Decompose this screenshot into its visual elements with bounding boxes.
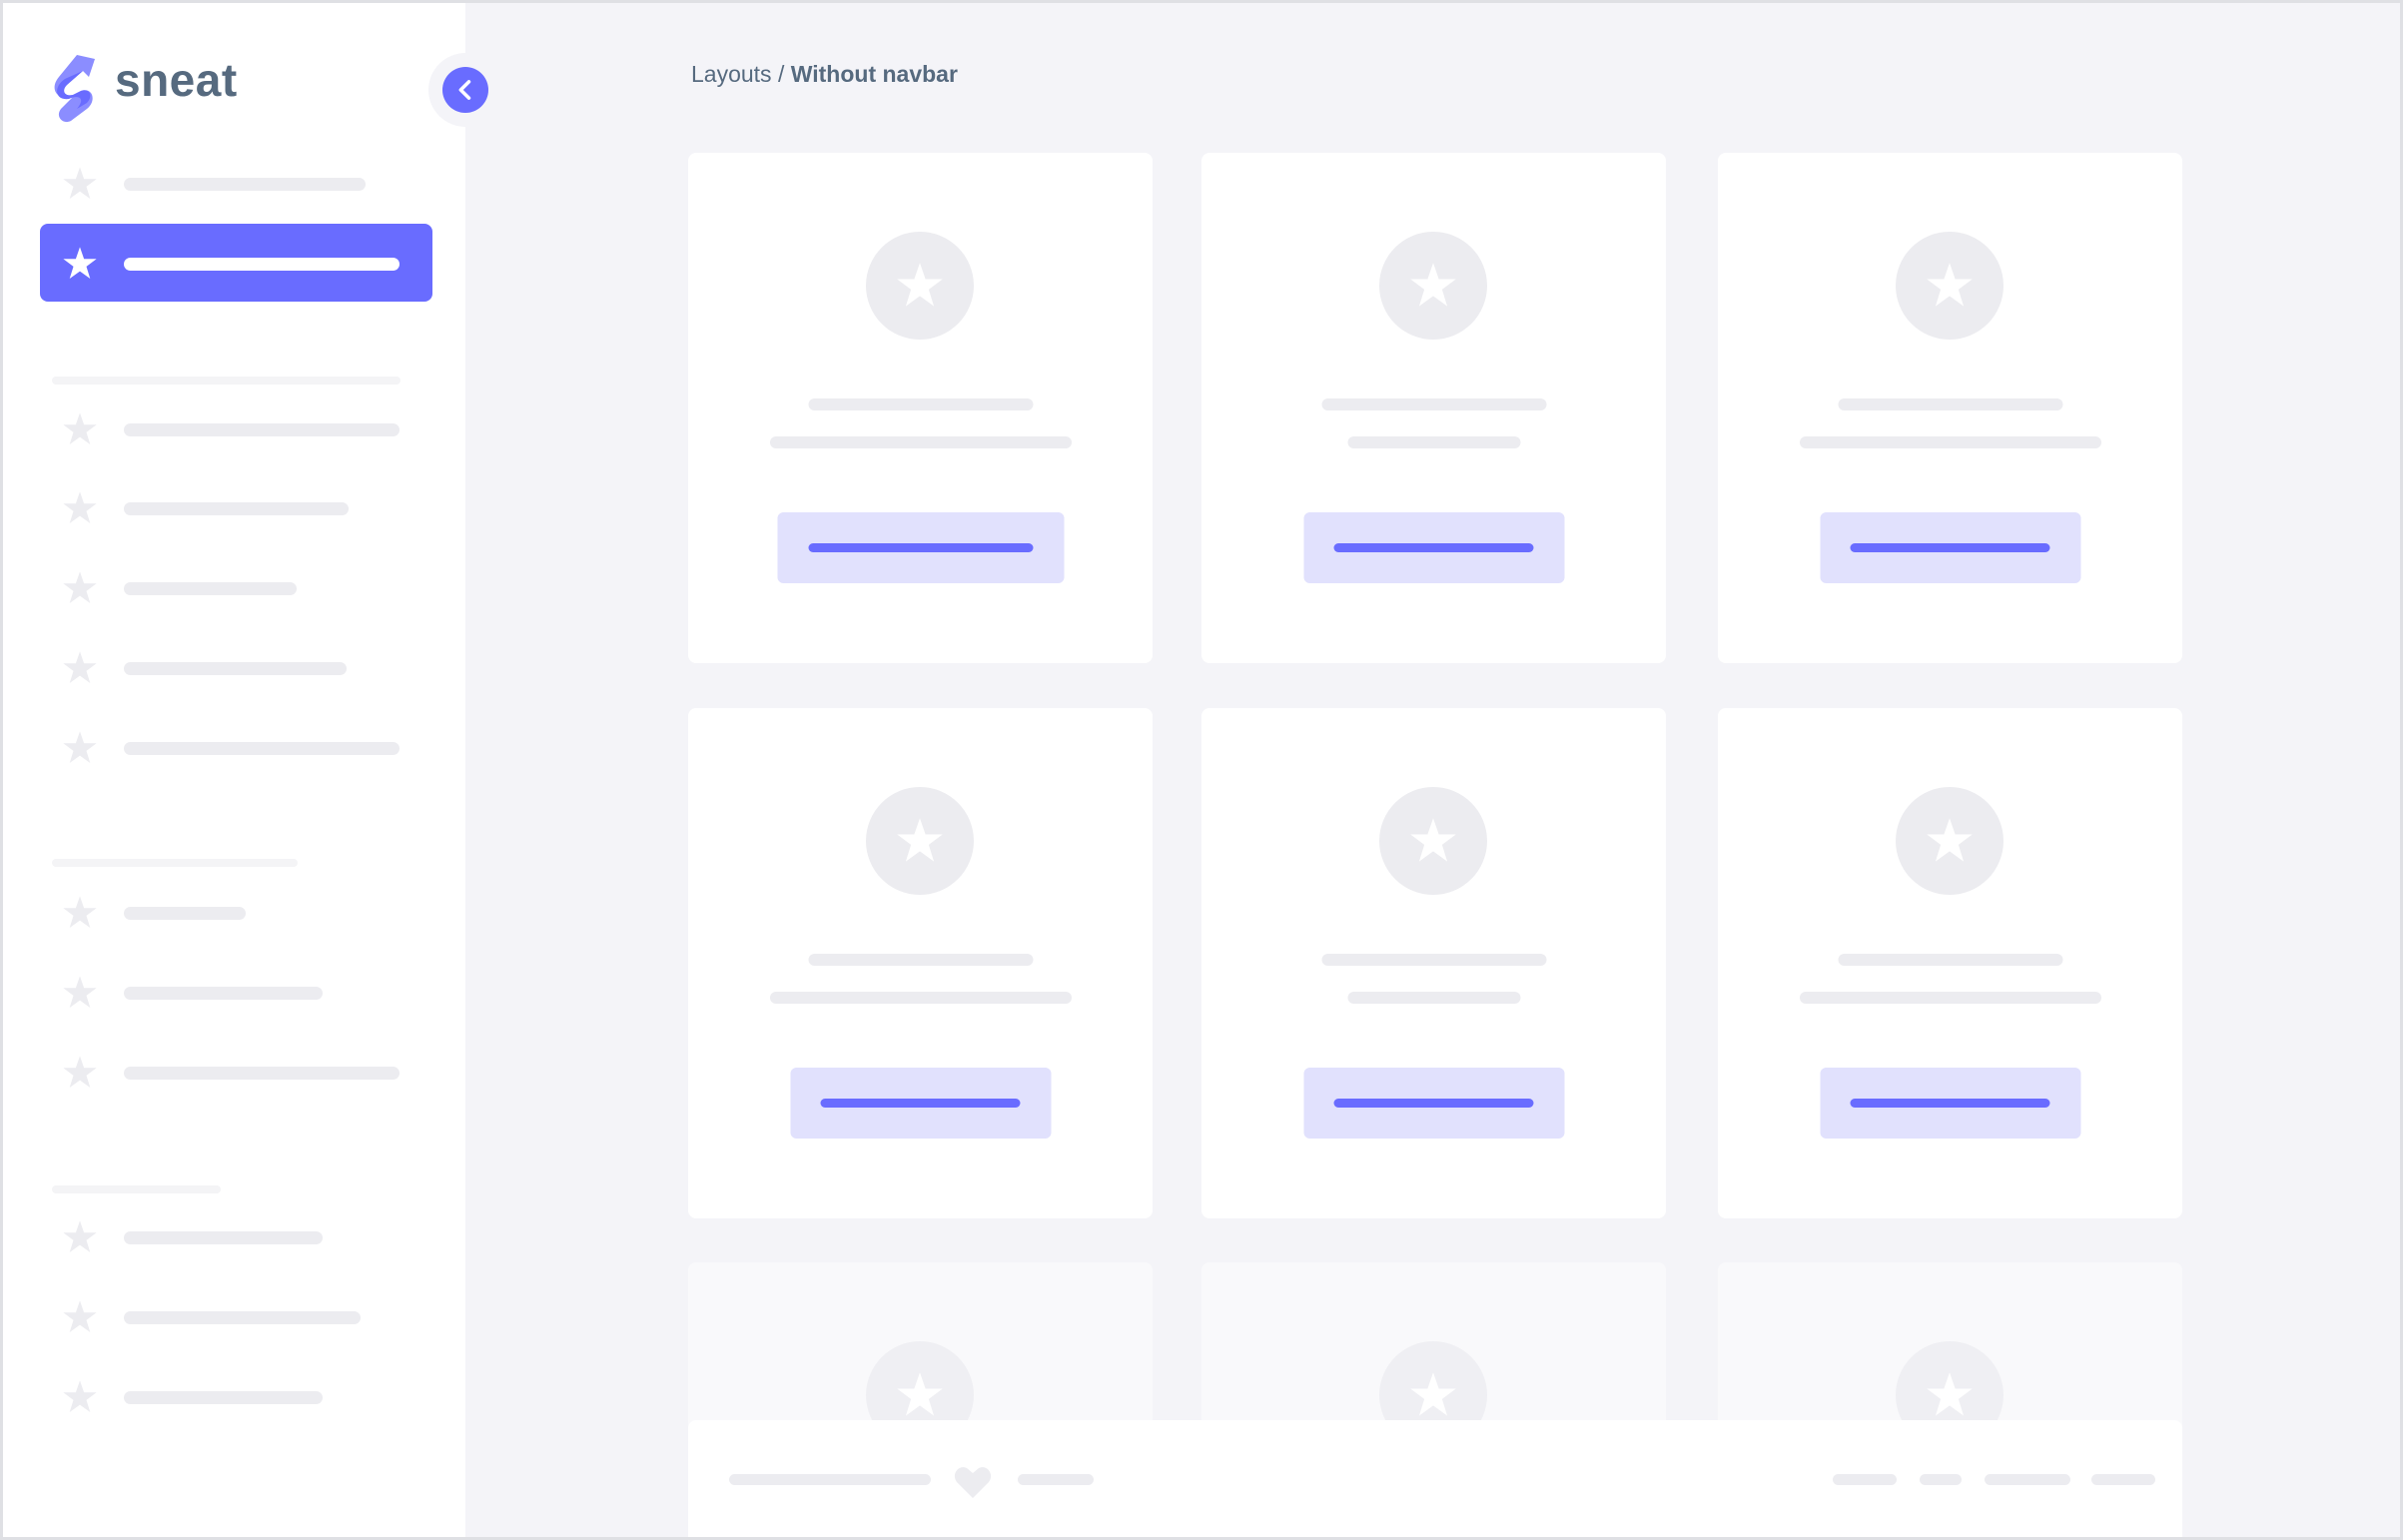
breadcrumb: Layouts / Without navbar <box>691 61 958 88</box>
placeholder-card <box>1202 708 1666 1218</box>
sidebar-item-label-placeholder <box>124 502 349 515</box>
sidebar-section-divider <box>52 377 400 385</box>
footer-link[interactable] <box>2091 1474 2155 1485</box>
card-action-button[interactable] <box>790 1068 1051 1139</box>
breadcrumb-current: Without navbar <box>790 61 958 87</box>
star-icon <box>61 165 99 203</box>
title-placeholder <box>1321 398 1546 410</box>
sidebar-item-label-placeholder <box>124 1311 361 1324</box>
button-label-placeholder <box>820 1099 1021 1108</box>
sidebar-item-label-placeholder <box>124 1067 400 1080</box>
placeholder-card <box>688 708 1153 1218</box>
avatar-placeholder <box>866 232 974 340</box>
star-icon <box>61 1218 99 1256</box>
title-placeholder <box>808 954 1033 966</box>
star-icon <box>1407 815 1459 867</box>
star-icon <box>1924 1369 1976 1421</box>
logo-text: sneat <box>115 54 238 106</box>
placeholder-card <box>1718 708 2182 1218</box>
star-icon <box>61 1054 99 1092</box>
footer <box>688 1420 2182 1537</box>
avatar-placeholder <box>1379 787 1487 895</box>
star-icon <box>61 1378 99 1416</box>
subtitle-placeholder <box>1347 436 1520 448</box>
star-icon <box>61 245 99 283</box>
breadcrumb-parent[interactable]: Layouts <box>691 61 772 87</box>
breadcrumb-separator: / <box>771 61 791 87</box>
sidebar-item-label-placeholder <box>124 423 400 436</box>
sidebar-item-label-placeholder <box>124 258 400 271</box>
card-action-button[interactable] <box>1820 1068 2080 1139</box>
sidebar-toggle-button[interactable] <box>442 67 488 113</box>
footer-link[interactable] <box>1920 1474 1962 1485</box>
star-icon <box>894 260 946 312</box>
button-label-placeholder <box>1850 543 2050 552</box>
title-placeholder <box>1838 398 2062 410</box>
avatar-placeholder <box>1379 232 1487 340</box>
star-icon <box>61 649 99 687</box>
title-placeholder <box>1838 954 2062 966</box>
star-icon <box>61 1298 99 1336</box>
star-icon <box>61 974 99 1012</box>
card-action-button[interactable] <box>1820 512 2080 583</box>
sidebar-item-label-placeholder <box>124 742 400 755</box>
star-icon <box>894 1369 946 1421</box>
avatar-placeholder <box>1896 787 2003 895</box>
star-icon <box>1924 815 1976 867</box>
star-icon <box>61 729 99 767</box>
star-icon <box>1407 1369 1459 1421</box>
star-icon <box>61 569 99 607</box>
avatar-placeholder <box>866 787 974 895</box>
sidebar-item-label-placeholder <box>124 987 323 1000</box>
star-icon <box>894 815 946 867</box>
sidebar-item-label-placeholder <box>124 1231 323 1244</box>
sidebar-section-divider <box>52 859 298 867</box>
star-icon <box>1407 260 1459 312</box>
placeholder-card <box>688 153 1153 663</box>
subtitle-placeholder <box>769 992 1072 1004</box>
sidebar-item-label-placeholder <box>124 582 297 595</box>
placeholder-card <box>1718 153 2182 663</box>
button-label-placeholder <box>1850 1099 2050 1108</box>
title-placeholder <box>1321 954 1546 966</box>
card-action-button[interactable] <box>1303 512 1564 583</box>
chevron-left-icon <box>458 80 471 100</box>
footer-text-placeholder <box>729 1474 931 1485</box>
footer-link[interactable] <box>1018 1474 1094 1485</box>
star-icon <box>61 410 99 448</box>
subtitle-placeholder <box>1799 436 2101 448</box>
card-action-button[interactable] <box>777 512 1064 583</box>
sidebar: sneat <box>3 3 465 1537</box>
sidebar-item-label-placeholder <box>124 907 246 920</box>
button-label-placeholder <box>1333 543 1534 552</box>
heart-icon <box>953 1464 993 1500</box>
star-icon <box>61 489 99 527</box>
subtitle-placeholder <box>1799 992 2101 1004</box>
subtitle-placeholder <box>1347 992 1520 1004</box>
sidebar-item-label-placeholder <box>124 662 347 675</box>
title-placeholder <box>808 398 1033 410</box>
subtitle-placeholder <box>769 436 1072 448</box>
card-action-button[interactable] <box>1303 1068 1564 1139</box>
star-icon <box>1924 260 1976 312</box>
button-label-placeholder <box>1333 1099 1534 1108</box>
avatar-placeholder <box>1896 232 2003 340</box>
sidebar-item-label-placeholder <box>124 1391 323 1404</box>
footer-link[interactable] <box>1833 1474 1897 1485</box>
sidebar-item-label-placeholder <box>124 178 366 191</box>
star-icon <box>61 894 99 932</box>
sidebar-section-divider <box>52 1185 221 1193</box>
logo-icon <box>47 51 103 123</box>
placeholder-card <box>1202 153 1666 663</box>
button-label-placeholder <box>808 543 1033 552</box>
footer-link[interactable] <box>1985 1474 2070 1485</box>
